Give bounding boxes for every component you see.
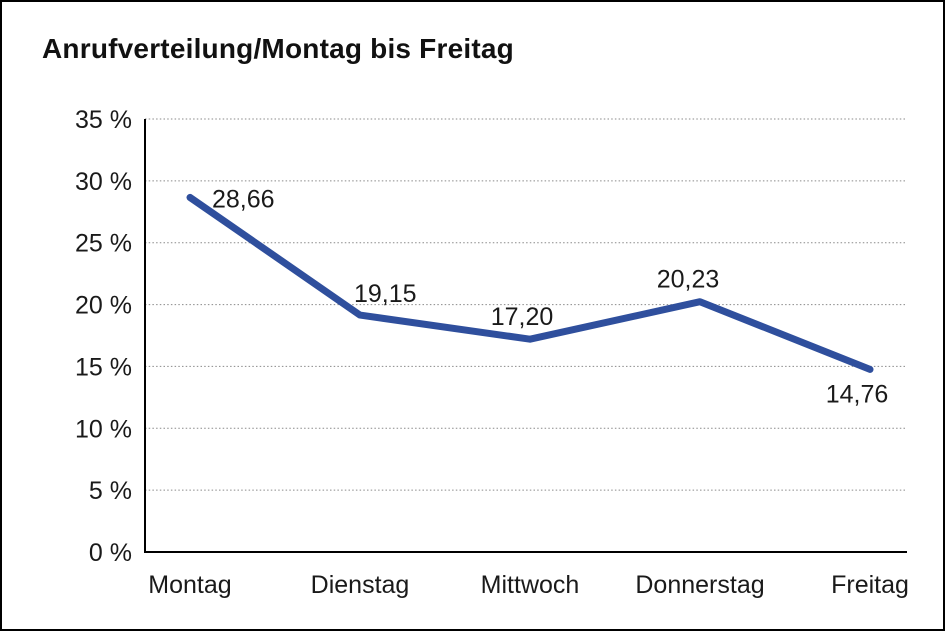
x-tick-label: Montag [148,571,231,599]
data-line [186,193,874,373]
data-label: 19,15 [354,280,417,308]
x-tick-label: Freitag [831,571,909,599]
data-label: 17,20 [491,303,554,331]
chart-title: Anrufverteilung/Montag bis Freitag [42,33,514,64]
y-tick-label: 20 % [75,292,132,320]
data-label: 14,76 [826,380,889,408]
y-tick-label: 15 % [75,353,132,381]
y-tick-label: 5 % [89,477,132,505]
x-tick-label: Donnerstag [635,571,764,599]
x-tick-label: Dienstag [311,571,410,599]
data-label: 28,66 [212,185,275,213]
y-tick-label: 10 % [75,415,132,443]
y-tick-label: 25 % [75,230,132,258]
y-tick-label: 35 % [75,106,132,134]
y-tick-label: 30 % [75,168,132,196]
data-label: 20,23 [657,266,720,294]
x-tick-label: Mittwoch [481,571,580,599]
y-tick-label: 0 % [89,539,132,567]
